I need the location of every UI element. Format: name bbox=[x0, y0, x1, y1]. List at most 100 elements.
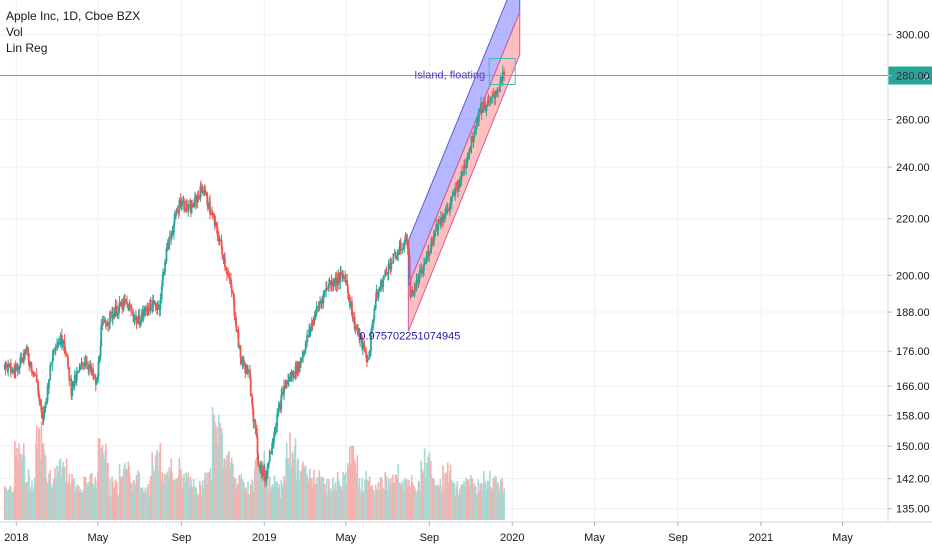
legend-linreg-study[interactable]: Lin Reg bbox=[6, 41, 48, 55]
volume-bar bbox=[435, 485, 437, 520]
candle-body bbox=[96, 376, 99, 383]
volume-bar bbox=[311, 486, 314, 520]
legend-volume-study[interactable]: Vol bbox=[6, 25, 23, 39]
candle-body bbox=[298, 362, 301, 372]
volume-bar bbox=[352, 445, 355, 520]
candle-body bbox=[147, 309, 150, 312]
volume-bar bbox=[150, 476, 152, 520]
candle-body bbox=[499, 77, 502, 84]
candle-body bbox=[472, 138, 475, 143]
candle-body bbox=[209, 212, 212, 215]
candle-body bbox=[54, 348, 57, 350]
candle-body bbox=[496, 90, 499, 95]
candle-body bbox=[222, 254, 225, 261]
candle-body bbox=[57, 342, 60, 345]
volume-bar bbox=[62, 461, 64, 520]
price-axis[interactable]: 300.00 280.00 260.00 240.00 220.00 200.00 188.… bbox=[888, 30, 930, 516]
volume-bar bbox=[57, 472, 60, 520]
candle-body bbox=[42, 418, 45, 420]
candle-body bbox=[217, 234, 220, 242]
volume-bar bbox=[216, 444, 219, 520]
candle-body bbox=[40, 405, 43, 413]
price-axis-label: 158.00 bbox=[896, 410, 930, 422]
candle-body bbox=[365, 352, 368, 358]
volume-bar bbox=[452, 483, 454, 520]
candle-body bbox=[18, 368, 20, 371]
candle-body bbox=[135, 316, 138, 324]
candle-body bbox=[194, 196, 196, 207]
volume-bar bbox=[235, 488, 238, 520]
candle-body bbox=[247, 369, 250, 371]
candle-body bbox=[168, 236, 171, 250]
candle-body bbox=[151, 300, 154, 312]
volume-bar bbox=[373, 493, 376, 520]
candle-body bbox=[376, 291, 378, 299]
volume-bar bbox=[86, 482, 88, 520]
candle-body bbox=[314, 314, 317, 320]
volume-bar bbox=[83, 476, 86, 520]
candle-body bbox=[149, 299, 152, 306]
candle-body bbox=[125, 299, 128, 303]
time-axis-label: Sep bbox=[420, 532, 440, 544]
time-axis-label: 2019 bbox=[252, 532, 276, 544]
volume-bar bbox=[202, 488, 204, 520]
time-axis[interactable]: 2018 May Sep 2019 May Sep 2020 May Sep 2021 May bbox=[4, 522, 853, 544]
candle-body bbox=[304, 342, 307, 350]
volume-bar bbox=[238, 474, 240, 520]
volume-bar bbox=[302, 461, 304, 520]
candle-body bbox=[277, 407, 280, 414]
candle-body bbox=[109, 311, 111, 323]
volume-bar bbox=[449, 464, 452, 520]
candle-body bbox=[81, 362, 84, 365]
candle-body bbox=[59, 335, 62, 345]
volume-bar bbox=[366, 480, 369, 520]
candle-body bbox=[480, 103, 483, 113]
volume-bar bbox=[402, 480, 404, 520]
candle-body bbox=[73, 375, 76, 386]
candle-body bbox=[414, 289, 417, 291]
candle-body bbox=[342, 274, 345, 276]
candle-body bbox=[425, 261, 427, 263]
volume-bar bbox=[457, 495, 459, 520]
candle-body bbox=[30, 361, 33, 370]
volume-bar bbox=[59, 458, 62, 520]
island-label: Island, floating bbox=[414, 70, 485, 82]
volume-bar bbox=[466, 479, 469, 520]
candle-body bbox=[214, 222, 217, 226]
candle-body bbox=[449, 202, 452, 206]
candle-body bbox=[64, 347, 67, 355]
candle-body bbox=[482, 102, 485, 110]
candle-body bbox=[465, 164, 467, 169]
candle-body bbox=[413, 289, 416, 296]
candle-body bbox=[398, 246, 401, 253]
candle-body bbox=[45, 401, 48, 403]
candle-body bbox=[254, 421, 257, 428]
candle-body bbox=[281, 391, 283, 396]
candle-body bbox=[185, 201, 188, 210]
candle-body bbox=[379, 287, 382, 290]
volume-bar bbox=[416, 490, 418, 520]
volume-bar bbox=[428, 452, 431, 520]
candle-body bbox=[385, 271, 388, 275]
volume-bar bbox=[497, 482, 499, 520]
candle-body bbox=[494, 95, 497, 99]
candle-body bbox=[200, 186, 203, 190]
candle-body bbox=[238, 345, 241, 347]
volume-bar bbox=[245, 487, 247, 520]
volume-bar bbox=[459, 488, 461, 520]
candle-body bbox=[4, 362, 7, 369]
candle-body bbox=[327, 288, 330, 290]
candle-body bbox=[404, 234, 407, 241]
volume-bar bbox=[404, 480, 407, 520]
candle-body bbox=[63, 340, 66, 348]
candle-body bbox=[70, 379, 73, 396]
candle-body bbox=[233, 300, 236, 317]
candle-body bbox=[435, 224, 438, 232]
candle-body bbox=[283, 385, 285, 395]
legend-symbol[interactable]: Apple Inc, 1D, Cboe BZX bbox=[6, 9, 141, 23]
candle-body bbox=[446, 207, 449, 210]
volume-bar bbox=[254, 459, 257, 520]
volume-bar bbox=[50, 483, 52, 520]
